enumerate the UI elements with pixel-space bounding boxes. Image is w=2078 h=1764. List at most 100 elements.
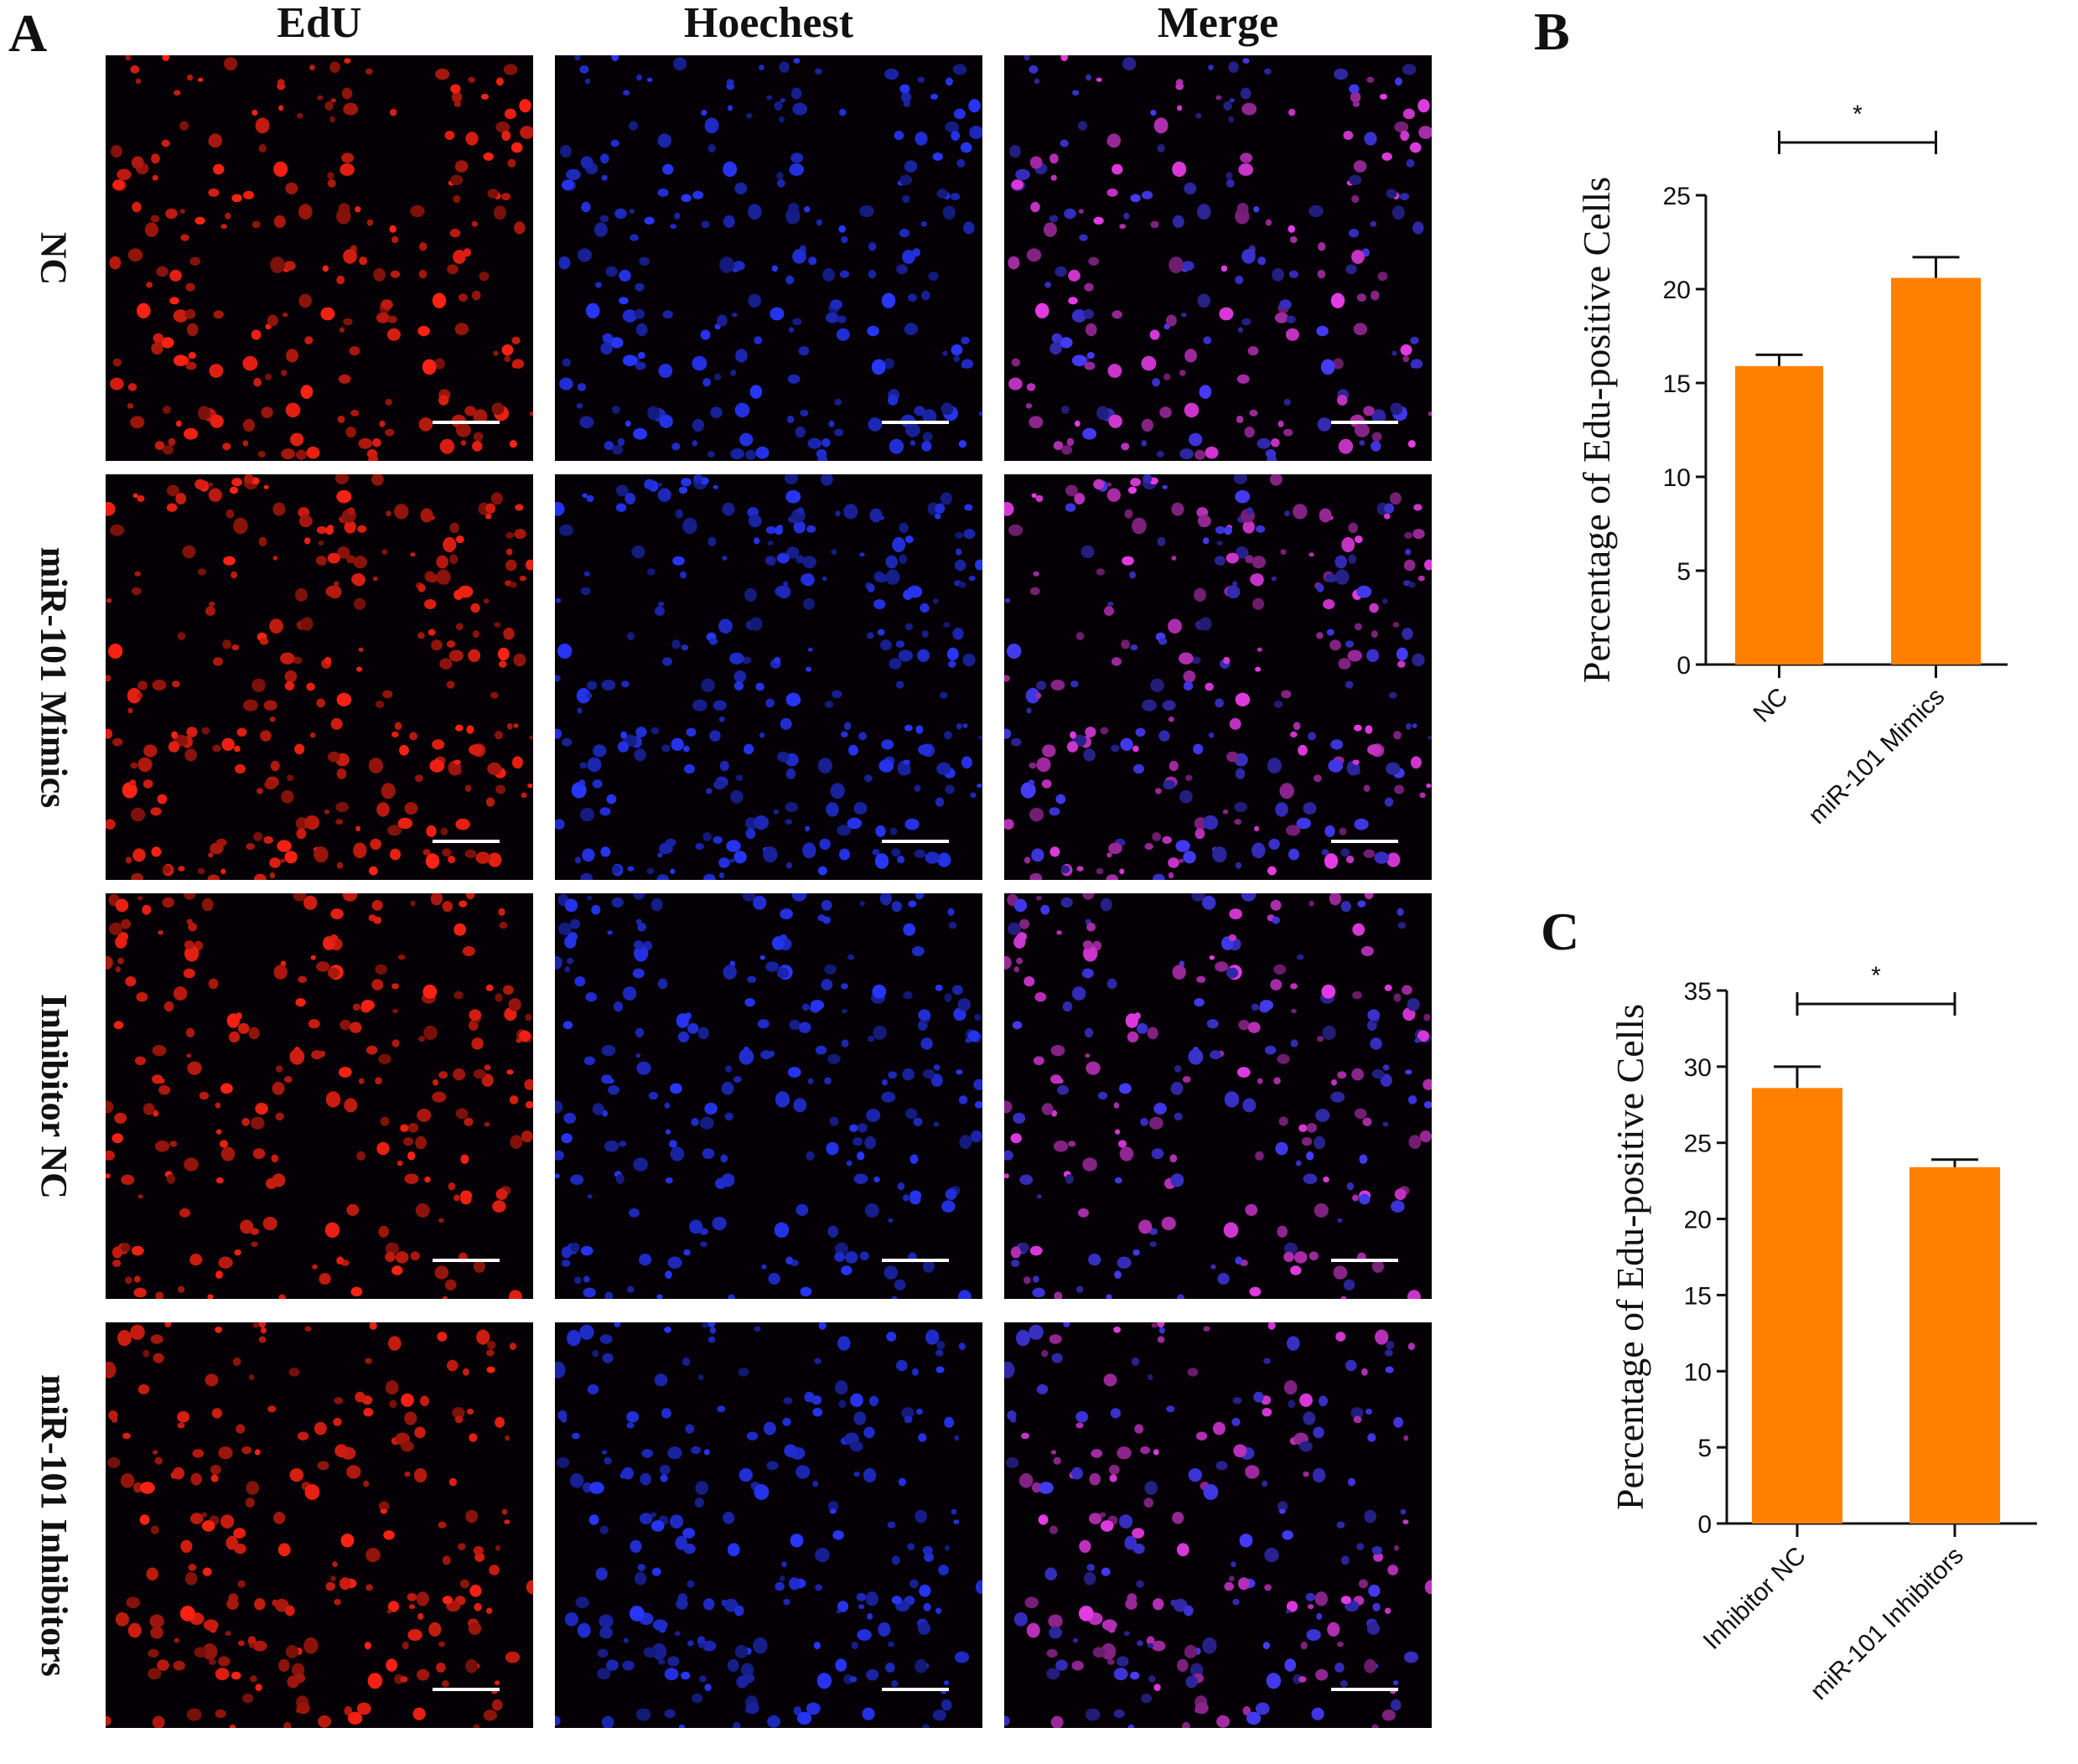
nucleus [1182, 261, 1194, 271]
nucleus [152, 680, 167, 691]
nucleus [1386, 852, 1401, 867]
nucleus [1151, 1322, 1158, 1328]
nucleus [941, 402, 954, 416]
nucleus [1305, 1592, 1316, 1601]
nucleus [490, 492, 503, 505]
nucleus [678, 486, 688, 494]
nucleus [343, 249, 357, 264]
nucleus [1157, 1336, 1165, 1343]
nucleus [1036, 757, 1051, 773]
nucleus [1426, 783, 1432, 789]
nucleus [815, 1045, 827, 1055]
nucleus [410, 204, 425, 218]
nucleus [853, 1173, 868, 1184]
nucleus [739, 432, 754, 447]
nucleus [1177, 1294, 1184, 1299]
nucleus [941, 1699, 952, 1711]
nucleus [1228, 61, 1239, 73]
nucleus [862, 1707, 875, 1720]
nucleus [665, 1129, 671, 1135]
nucleus [662, 163, 674, 175]
nucleus [1168, 857, 1179, 868]
nucleus [1363, 406, 1375, 416]
scale-bar [433, 1688, 500, 1691]
nucleus [1377, 272, 1388, 282]
y-tick-label: 10 [1663, 464, 1691, 492]
nucleus [1219, 307, 1234, 321]
nucleus [300, 617, 314, 631]
nucleus [785, 489, 801, 504]
nucleus [186, 323, 199, 337]
nucleus [672, 556, 685, 566]
nucleus [1316, 632, 1324, 639]
nucleus [1184, 1605, 1194, 1617]
nucleus [719, 256, 734, 273]
nucleus [806, 666, 812, 672]
nucleus [1359, 1154, 1368, 1164]
nucleus [1035, 692, 1042, 699]
nucleus [1163, 779, 1176, 790]
nucleus [562, 737, 573, 747]
nucleus [1184, 182, 1197, 194]
nucleus [1228, 934, 1237, 942]
nucleus [1075, 420, 1080, 427]
nucleus [246, 1481, 260, 1495]
nucleus [333, 1417, 342, 1426]
nucleus [339, 1577, 351, 1591]
nucleus [285, 402, 301, 418]
nucleus [902, 250, 915, 264]
nucleus [1076, 866, 1084, 872]
y-tick-label: 25 [1684, 1130, 1712, 1158]
nucleus [499, 660, 507, 668]
nucleus [1236, 546, 1249, 559]
nucleus [1406, 158, 1415, 168]
nucleus [484, 1064, 491, 1071]
nucleus [455, 422, 471, 437]
nucleus [1399, 193, 1410, 201]
nucleus [1286, 315, 1296, 323]
nucleus [469, 1009, 482, 1022]
nucleus [429, 759, 445, 773]
nucleus [1114, 1129, 1121, 1135]
nucleus [1175, 79, 1184, 86]
nucleus [387, 825, 402, 836]
nucleus [1428, 411, 1432, 416]
nucleus [1363, 784, 1371, 792]
nucleus [188, 923, 197, 932]
nucleus [435, 68, 450, 80]
nucleus [868, 417, 883, 432]
nucleus [1101, 1642, 1117, 1660]
nucleus [132, 493, 138, 499]
nucleus [633, 427, 648, 440]
nucleus [657, 488, 671, 502]
nucleus [329, 61, 340, 73]
nucleus [1199, 617, 1212, 631]
nucleus [1380, 1073, 1392, 1087]
nucleus [150, 1334, 163, 1344]
nucleus [1353, 1415, 1362, 1424]
nucleus [863, 1426, 875, 1439]
nucleus [376, 802, 390, 817]
nucleus [213, 310, 224, 319]
nucleus [681, 1671, 691, 1680]
nucleus [662, 657, 672, 666]
nucleus [529, 411, 533, 416]
nucleus [806, 1702, 821, 1715]
nucleus [127, 383, 137, 391]
nucleus [390, 848, 401, 861]
nucleus [194, 479, 206, 490]
micrograph-background [106, 893, 533, 1299]
micrograph-merge-nc [1004, 55, 1432, 461]
nucleus [712, 1216, 727, 1231]
nucleus [131, 156, 144, 169]
nucleus [162, 406, 171, 414]
nucleus [717, 1405, 726, 1413]
nucleus [1381, 1710, 1396, 1721]
nucleus [473, 1260, 485, 1273]
nucleus [436, 1663, 446, 1673]
nucleus [1119, 868, 1125, 875]
nucleus [115, 898, 129, 913]
nucleus [1382, 1064, 1390, 1071]
nucleus [453, 759, 461, 765]
nucleus [1267, 866, 1277, 876]
